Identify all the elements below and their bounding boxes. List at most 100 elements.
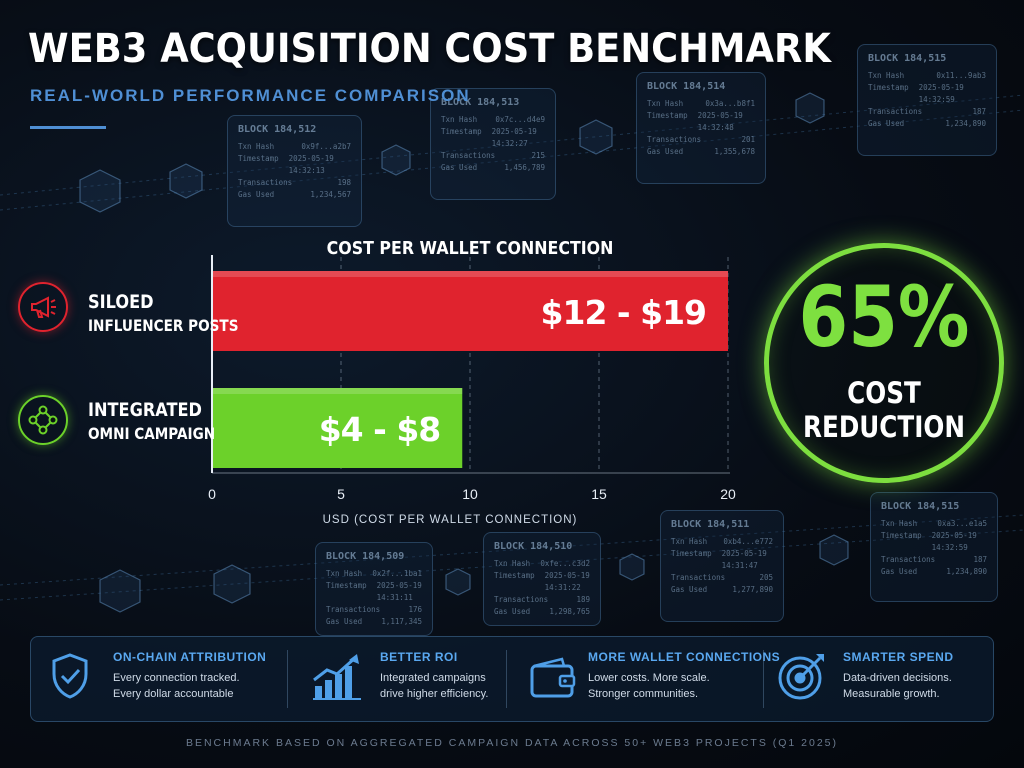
badge-percent: 65% [798,268,970,366]
block-card-row: Timestamp 2025-05-19 14:31:22 [494,571,590,592]
wallet-icon [528,656,578,705]
subtitle-underline [30,126,106,129]
growth-chart-icon [311,652,363,707]
badge-line2: REDUCTION [803,410,965,444]
features-panel [30,636,994,722]
block-card-row: Gas Used 1,277,890 [671,585,773,594]
block-card-row: Timestamp 2025-05-19 14:32:13 [238,154,334,175]
block-card-title: BLOCK 184,509 [326,551,405,562]
page-title: WEB3 ACQUISITION COST BENCHMARK [28,26,831,72]
shield-check-icon [50,652,90,705]
block-card-row: Transactions 215 [441,151,545,160]
block-card-row: Timestamp 2025-05-19 14:32:48 [647,111,743,132]
block-card-title: BLOCK 184,510 [494,541,573,552]
legend-line1: INTEGRATED [88,399,202,421]
bar [212,388,463,468]
x-axis-label: USD (COST PER WALLET CONNECTION) [323,514,578,526]
legend-line2: OMNI CAMPAIGN [88,424,216,443]
feature-title: BETTER ROI [380,650,458,664]
block-card: BLOCK 184,512 Txn Hash 0x9f...a2b7 Timestam… [227,115,362,227]
block-card-row: Txn Hash 0x11...9ab3 [868,71,986,80]
block-card-row: Timestamp 2025-05-19 14:31:47 [671,549,767,570]
feature-roi: BETTER ROI Integrated campaigns drive hi… [380,650,488,702]
block-card-row: Transactions 189 [494,595,590,604]
feature-desc-line1: Integrated campaigns [380,672,486,684]
feature-title: SMARTER SPEND [843,650,954,664]
block-card: BLOCK 184,514 Txn Hash 0x3a...b8f1 Timestam… [636,72,766,184]
bar-data-label: $12 - $19 [541,293,706,332]
block-card-row: Transactions 205 [671,573,773,582]
block-card-row: Transactions 198 [238,178,351,187]
block-card-row: Gas Used 1,234,567 [238,190,351,199]
x-tick-label: 0 [208,486,216,502]
block-card-row: Gas Used 1,117,345 [326,617,422,626]
block-card-title: BLOCK 184,512 [238,124,317,135]
feature-desc-line1: Lower costs. More scale. [588,672,710,684]
bar-highlight [212,388,463,394]
cost-reduction-badge [764,243,1004,483]
target-icon [776,650,828,707]
block-card-row: Gas Used 1,234,890 [868,119,986,128]
block-card-row: Gas Used 1,355,678 [647,147,755,156]
block-card-row: Gas Used 1,298,765 [494,607,590,616]
feature-desc-line2: Measurable growth. [843,688,940,700]
megaphone-icon [18,282,68,332]
block-card-title: BLOCK 184,515 [881,501,960,512]
block-card: BLOCK 184,510 Txn Hash 0xfe...c3d2 Timestam… [483,532,601,626]
x-tick-label: 15 [591,486,607,502]
feature-attribution: ON-CHAIN ATTRIBUTION Every connection tr… [113,650,266,702]
legend-label-integrated: INTEGRATED OMNI CAMPAIGN [88,398,215,446]
bar-chart: $12 - $19 $4 - $8 0 5 10 15 20 USD (COST PER WA… [208,255,736,526]
block-card-title: BLOCK 184,514 [647,81,726,92]
block-card-row: Gas Used 1,234,890 [881,567,987,576]
block-card: BLOCK 184,515 Txn Hash 0xa3...e1a5 Timestam… [870,492,998,602]
block-card-row: Transactions 187 [881,555,987,564]
bar-highlight [212,271,728,277]
page-subtitle: REAL-WORLD PERFORMANCE COMPARISON [30,86,471,105]
block-card: BLOCK 184,509 Txn Hash 0x2f...1ba1 Timestam… [315,542,433,636]
x-tick-label: 20 [720,486,736,502]
block-card-row: Txn Hash 0x3a...b8f1 [647,99,755,108]
feature-desc-line1: Data-driven decisions. [843,672,952,684]
feature-wallet-connections: MORE WALLET CONNECTIONS Lower costs. Mor… [588,650,780,702]
badge-line1: COST [847,376,921,410]
block-card-row: Transactions 201 [647,135,755,144]
block-card-title: BLOCK 184,513 [441,97,520,108]
legend-line2: INFLUENCER POSTS [88,316,239,335]
block-card-row: Transactions 176 [326,605,422,614]
block-card-row: Timestamp 2025-05-19 14:32:59 [881,531,977,552]
block-card-row: Transactions 187 [868,107,986,116]
block-card-row: Timestamp 2025-05-19 14:32:27 [441,127,537,148]
legend-label-siloed: SILOED INFLUENCER POSTS [88,290,239,338]
feature-divider [506,650,507,708]
feature-divider [287,650,288,708]
network-icon [18,395,68,445]
block-card: BLOCK 184,513 Txn Hash 0x7c...d4e9 Timestam… [430,88,556,200]
x-tick-label: 10 [462,486,478,502]
block-card-row: Timestamp 2025-05-19 14:31:11 [326,581,422,602]
block-card-row: Txn Hash 0xa3...e1a5 [881,519,987,528]
block-card-row: Txn Hash 0xfe...c3d2 [494,559,590,568]
feature-smarter-spend: SMARTER SPEND Data-driven decisions. Mea… [843,650,954,702]
block-card-row: Txn Hash 0x9f...a2b7 [238,142,351,151]
block-card-row: Gas Used 1,456,789 [441,163,545,172]
feature-desc-line2: Every dollar accountable [113,688,234,700]
block-card-row: Timestamp 2025-05-19 14:32:59 [868,83,964,104]
feature-title: MORE WALLET CONNECTIONS [588,650,781,664]
feature-desc-line2: Stronger communities. [588,688,699,700]
feature-desc-line1: Every connection tracked. [113,672,240,684]
block-card-row: Txn Hash 0xb4...e772 [671,537,773,546]
bar-data-label: $4 - $8 [319,410,441,449]
block-card-row: Txn Hash 0x7c...d4e9 [441,115,545,124]
feature-title: ON-CHAIN ATTRIBUTION [113,650,267,664]
block-card: BLOCK 184,511 Txn Hash 0xb4...e772 Timestam… [660,510,784,622]
feature-desc-line2: drive higher efficiency. [380,688,489,700]
block-card-row: Txn Hash 0x2f...1ba1 [326,569,422,578]
bar [212,271,728,351]
block-card: BLOCK 184,515 Txn Hash 0x11...9ab3 Timestam… [857,44,997,156]
x-tick-label: 5 [337,486,345,502]
legend-line1: SILOED [88,291,154,313]
chart-title: COST PER WALLET CONNECTION [326,238,614,259]
block-card-title: BLOCK 184,515 [868,53,947,64]
